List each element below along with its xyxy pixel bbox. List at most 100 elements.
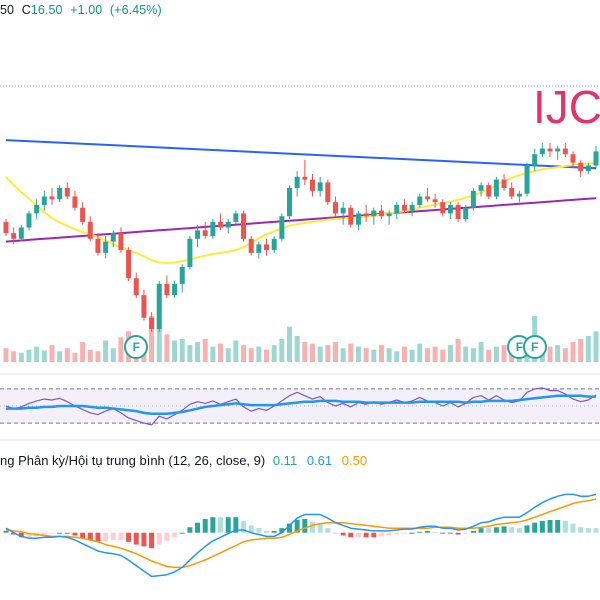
volume-bar [494,347,499,362]
close-value: 16.50 [31,3,63,17]
candle-body [226,222,231,228]
macd-histogram-bar [65,533,70,534]
macd-histogram-bar [517,528,522,533]
volume-bar [287,327,292,362]
dividend-f-badge[interactable]: F [523,335,547,359]
volume-bar [226,348,231,362]
macd-histogram-bar [540,521,545,533]
candle-body [118,233,123,250]
macd-histogram-bar [4,531,9,533]
candle-body [318,182,323,190]
volume-bar [356,347,361,362]
macd-histogram-bar [126,533,131,542]
macd-histogram-bar [440,533,445,534]
volume-bar [187,345,192,362]
candle-body [11,233,16,239]
macd-histogram-bar [210,517,215,533]
candle-body [218,222,223,228]
macd-histogram-bar [479,528,484,533]
volume-bar [103,341,108,362]
volume-bar [479,342,484,362]
macd-histogram-bar [402,533,407,534]
volume-bar [80,342,85,362]
candle-body [586,165,591,171]
candle-body [302,177,307,180]
candle-body [272,239,277,250]
macd-histogram-bar [187,527,192,532]
macd-histogram-bar [594,528,599,533]
macd-histogram-bar [103,533,108,541]
candle-body [571,154,576,162]
volume-bar [387,348,392,362]
macd-histogram-bar [532,523,537,533]
volume-bar [218,344,223,362]
candle-body [264,244,269,250]
macd-histogram-bar [578,527,583,532]
macd-histogram-bar [318,524,323,533]
candle-body [126,250,131,278]
volume-bar [456,339,461,362]
candle-body [371,211,376,217]
macd-histogram-bar [586,528,591,533]
volume-bar [295,336,300,362]
candle-body [233,213,238,221]
candle-body [387,213,392,216]
ohlc-legend: 50 C16.50 +1.00 (+6.45%) [0,3,162,17]
candle-body [141,295,146,318]
volume-bar [371,350,376,362]
candle-body [456,205,461,219]
candle-body [42,196,47,204]
candle-body [180,267,185,284]
macd-histogram-bar [379,533,384,537]
candle-body [4,222,9,233]
macd-histogram-bar [57,533,62,534]
macd-histogram-value: 0.11 [273,453,297,468]
candle-body [548,149,553,152]
volume-bar [57,351,62,362]
macd-histogram-bar [433,532,438,533]
macd-histogram-bar [141,533,146,547]
macd-histogram-bar [49,533,54,534]
macd-histogram-bar [356,533,361,538]
volume-bar [180,339,185,362]
candle-body [325,182,330,202]
rsi-panel [0,374,600,440]
volume-bar [402,347,407,362]
volume-bar [203,339,208,362]
macd-histogram-bar [272,531,277,533]
candle-body [502,180,507,188]
macd-histogram-bar [448,533,453,534]
candle-body [310,180,315,191]
macd-histogram-bar [348,533,353,538]
volume-bar [318,347,323,362]
volume-bar [563,348,568,362]
candle-body [241,213,246,238]
candle-body [563,149,568,155]
candle-body [172,284,177,295]
candle-body [402,205,407,211]
volume-bar [95,351,100,362]
volume-bar [586,336,591,362]
volume-bar [42,351,47,363]
macd-histogram-bar [218,517,223,533]
macd-histogram-bar [333,533,338,534]
volume-bar [256,347,261,362]
candle-body [463,208,468,219]
volume-bar [302,342,307,362]
macd-histogram-bar [226,517,231,533]
candle-body [540,149,545,155]
volume-bar [4,348,9,362]
candle-body [440,202,445,213]
candle-body [594,151,599,165]
candle-body [578,163,583,171]
macd-histogram-bar [164,533,169,541]
candle-body [19,228,24,239]
candle-body [49,196,54,199]
volume-bar [463,347,468,362]
candle-body [517,194,522,197]
candle-body [394,205,399,213]
macd-histogram-bar [256,528,261,533]
candle-body [279,216,284,239]
macd-histogram-bar [149,533,154,549]
